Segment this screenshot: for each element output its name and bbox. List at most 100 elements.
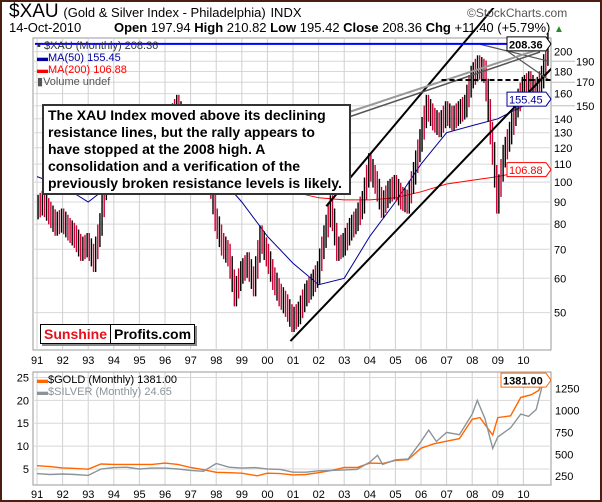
x-tick-label-lower: 07 [441,489,453,500]
x-tick-label-lower: 04 [364,489,376,500]
lower-legend: ▬$GOLD (Monthly) 1381.00 ▬$SILVER (Month… [37,374,177,398]
x-tick-label: 09 [492,355,504,367]
trendline-resistance-2008-a [479,43,550,62]
ma50-last-tag-box [506,91,552,107]
x-tick-label-lower: 08 [466,489,478,500]
legend-ma50: ▬MA(50) 155.45 [37,52,121,64]
up-arrow-icon: ▲ [554,24,564,35]
y-tick-label: 100 [554,177,572,189]
right-tick-label: 500 [555,449,573,461]
x-tick-label-lower: 95 [133,489,145,500]
x-tick-label: 92 [57,355,69,367]
y-tick-label: 170 [576,77,594,89]
x-tick-label: 93 [82,355,94,367]
ma50-last-tag: 155.45 [506,91,552,107]
legend-silver: ▬$SILVER (Monthly) 24.65 [37,386,172,398]
y-tick-label: 160 [554,89,572,101]
price-legend: ▪ $XAU (Monthly) 208.36 ▬MA(50) 155.45 ▬… [37,40,158,88]
x-tick-label: 97 [185,355,197,367]
chg-value: +11.40 (+5.79%) [454,20,551,35]
silver-line [36,378,545,477]
left-tick-label: 5 [23,464,29,476]
ma200-last-tag-text: 106.88 [509,165,543,177]
ma200-last-tag-box [506,162,552,178]
y-tick-label: 90 [554,197,566,209]
y-tick-label: 110 [554,159,572,171]
y-tick-label: 180 [554,66,572,78]
y-tick-label: 70 [554,244,566,256]
x-tick-label-lower: 96 [159,489,171,500]
x-tick-label-lower: 97 [185,489,197,500]
y-tick-label: 150 [576,101,594,113]
y-tick-label: 190 [576,56,594,68]
resistance-line-gray-2 [339,51,541,121]
x-tick-label-lower: 00 [261,489,273,500]
exchange: INDX [270,5,302,20]
index-name: (Gold & Silver Index - Philadelphia) [63,5,266,20]
gold-last-text: 1381.00 [503,376,543,388]
x-tick-label: 07 [441,355,453,367]
x-tick-label: 91 [31,355,43,367]
high-label: High [194,20,224,35]
sunshine-profits-logo: Sunshine Profits.com [40,324,196,344]
ohlc-summary: Open 197.94 High 210.82 Low 195.42 Close… [114,21,564,37]
y-tick-label: 80 [554,219,566,231]
lower-panel [32,371,552,486]
trendline-upper-channel [325,8,495,207]
legend-volume: ▮Volume undef [37,76,111,88]
x-tick-label: 02 [313,355,325,367]
lower-plot [36,376,545,477]
low-label: Low [270,20,297,35]
legend-gold: ▬$GOLD (Monthly) 1381.00 [37,374,178,386]
x-tick-label-lower: 98 [210,489,222,500]
left-tick-label: 20 [17,395,29,407]
x-tick-label: 03 [338,355,350,367]
x-tick-label-lower: 05 [389,489,401,500]
x-tick-label: 00 [261,355,273,367]
gold-last-tag-box [500,372,552,388]
chart-title: $XAU (Gold & Silver Index - Philadelphia… [9,1,302,22]
right-tick-label: 250 [555,471,573,483]
ma50-last-tag-text: 155.45 [509,95,543,107]
high-value: 210.82 [226,20,267,35]
x-tick-label-lower: 06 [415,489,427,500]
close-value: 208.36 [382,20,422,35]
x-tick-label-lower: 91 [31,489,43,500]
legend-ma200: ▬MA(200) 106.88 [37,64,127,76]
gold-last-tag: 1381.00 [500,372,552,388]
right-tick-label: 750 [555,427,573,439]
right-tick-label: 1000 [555,406,579,418]
left-tick-label: 10 [17,441,29,453]
date: 14-Oct-2010 [9,20,82,35]
x-tick-label: 01 [287,355,299,367]
x-tick-label: 99 [236,355,248,367]
x-tick-label: 94 [108,355,120,367]
x-tick-label: 04 [364,355,376,367]
x-tick-label: 96 [159,355,171,367]
x-tick-label-lower: 03 [338,489,350,500]
x-tick-label: 98 [210,355,222,367]
low-value: 195.42 [299,20,340,35]
x-tick-label-lower: 99 [236,489,248,500]
price-last-tag: 208.36 [506,36,552,52]
open-label: Open [114,20,148,35]
x-tick-label-lower: 09 [492,489,504,500]
close-label: Close [343,20,379,35]
y-tick-label: 200 [554,47,572,59]
x-tick-label-lower: 02 [313,489,325,500]
y-tick-label: 130 [554,128,572,140]
trendline-lower-channel [289,67,551,342]
left-tick-label: 25 [17,372,29,384]
x-tick-label-lower: 01 [287,489,299,500]
resistance-line-gray [339,48,541,116]
annotation-box: The XAU Index moved above its declining … [42,104,351,195]
watermark: ©StockCharts.com [467,6,568,20]
symbol: $XAU [9,1,59,22]
price-last-tag-box [506,36,552,52]
x-tick-label-lower: 94 [108,489,120,500]
x-tick-label: 05 [389,355,401,367]
x-tick-label: 95 [133,355,145,367]
left-tick-label: 15 [17,418,29,430]
gold-line [36,376,545,477]
